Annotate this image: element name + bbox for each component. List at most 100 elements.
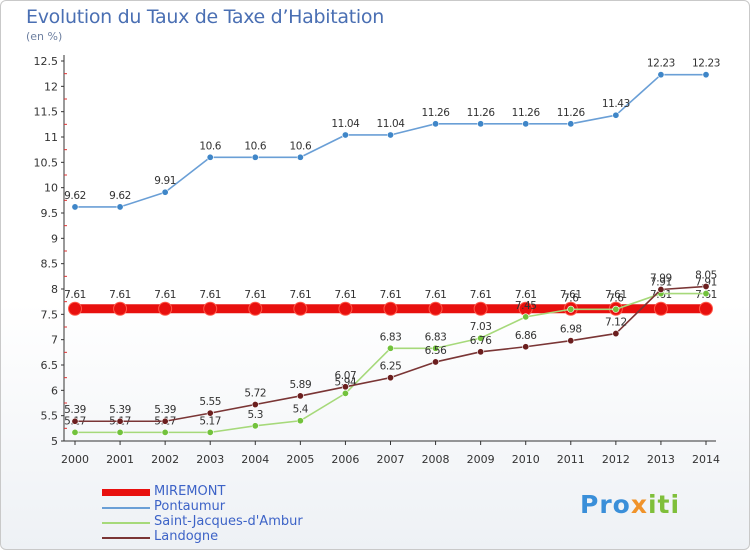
data-label: 5.4: [293, 404, 309, 416]
data-point: [383, 301, 398, 316]
legend-label: Landogne: [154, 529, 219, 544]
y-tick-label: 7: [51, 334, 58, 347]
data-point: [293, 301, 308, 316]
x-tick-label: 2009: [467, 453, 495, 466]
data-point: [612, 111, 620, 119]
legend-label: Pontaumur: [154, 499, 226, 514]
data-point: [251, 401, 259, 409]
data-point: [567, 337, 575, 345]
legend-item: Pontaumur: [102, 499, 422, 515]
data-label: 5.39: [154, 404, 176, 416]
y-tick-label: 8: [51, 283, 58, 296]
data-point: [251, 422, 259, 430]
data-point: [386, 131, 394, 139]
data-point: [386, 374, 394, 382]
data-label: 7.91: [695, 277, 717, 289]
data-point: [248, 301, 263, 316]
data-label: 5.17: [199, 415, 221, 427]
data-point: [477, 334, 485, 342]
proxiti-logo: Proxiti: [580, 490, 680, 519]
data-point: [477, 348, 485, 356]
data-point: [113, 301, 128, 316]
data-label: 11.04: [376, 118, 405, 130]
data-point: [296, 417, 304, 425]
legend-swatch: [102, 537, 150, 539]
data-label: 10.6: [199, 140, 221, 152]
y-tick-label: 9: [51, 232, 58, 245]
data-point: [296, 392, 304, 400]
x-tick-label: 2007: [377, 453, 405, 466]
y-tick-label: 12: [44, 80, 58, 93]
data-point: [158, 301, 173, 316]
data-point: [657, 286, 665, 294]
data-label: 11.43: [602, 98, 630, 110]
x-tick-label: 2013: [647, 453, 675, 466]
brand-part: iti: [647, 490, 681, 519]
y-tick-label: 11: [44, 131, 58, 144]
data-label: 5.3: [248, 409, 264, 421]
data-label: 6.25: [380, 361, 402, 373]
data-label: 5.55: [199, 396, 221, 408]
brand-part: Pro: [580, 490, 631, 519]
x-tick-label: 2008: [422, 453, 450, 466]
y-tick-label: 7.5: [41, 308, 59, 321]
data-label: 11.26: [467, 107, 496, 119]
data-label: 6.56: [425, 345, 447, 357]
data-point: [341, 383, 349, 391]
x-tick-label: 2003: [196, 453, 224, 466]
data-label: 7.61: [199, 289, 221, 301]
data-label: 7.61: [605, 289, 627, 301]
data-label: 7.61: [64, 289, 86, 301]
data-label: 6.98: [560, 324, 582, 336]
y-tick-label: 6.5: [41, 359, 59, 372]
data-point: [161, 428, 169, 436]
x-tick-label: 2014: [692, 453, 720, 466]
x-tick-label: 2001: [106, 453, 134, 466]
data-label: 12.23: [692, 58, 720, 70]
data-label: 7.61: [335, 289, 357, 301]
data-point: [386, 344, 394, 352]
data-label: 5.89: [289, 379, 311, 391]
data-point: [702, 282, 710, 290]
x-tick-label: 2000: [61, 453, 89, 466]
y-axis-units: (en %): [26, 30, 63, 43]
data-label: 7.61: [515, 289, 537, 301]
legend-label: Saint-Jacques-d'Ambur: [154, 514, 303, 529]
data-point: [338, 301, 353, 316]
data-label: 7.6: [608, 292, 624, 304]
data-point: [341, 131, 349, 139]
data-point: [432, 120, 440, 128]
legend-item: Landogne: [102, 529, 422, 545]
data-point: [206, 409, 214, 417]
chart-title: Evolution du Taux de Taxe d’Habitation: [26, 6, 384, 28]
data-point: [657, 71, 665, 79]
y-tick-label: 11.5: [34, 106, 59, 119]
data-point: [522, 313, 530, 321]
data-point: [203, 301, 218, 316]
data-point: [473, 301, 488, 316]
x-tick-label: 2004: [241, 453, 269, 466]
data-point: [432, 358, 440, 366]
data-label: 11.26: [512, 107, 541, 119]
data-point: [341, 389, 349, 397]
data-point: [206, 153, 214, 161]
brand-part: x: [630, 490, 648, 519]
data-label: 5.39: [64, 404, 86, 416]
data-label: 11.26: [557, 107, 586, 119]
legend-label: MIREMONT: [154, 484, 226, 499]
legend-swatch: [102, 522, 150, 524]
data-label: 7.61: [109, 289, 131, 301]
data-label: 7.91: [650, 277, 672, 289]
x-tick-label: 2005: [286, 453, 314, 466]
data-label: 9.62: [109, 190, 131, 202]
data-point: [161, 417, 169, 425]
x-tick-label: 2010: [512, 453, 540, 466]
data-label: 7.61: [380, 289, 402, 301]
data-point: [71, 203, 79, 211]
x-tick-label: 2006: [331, 453, 359, 466]
y-tick-label: 5: [51, 435, 58, 448]
y-tick-label: 10.5: [34, 156, 59, 169]
data-point: [522, 343, 530, 351]
data-point: [116, 428, 124, 436]
